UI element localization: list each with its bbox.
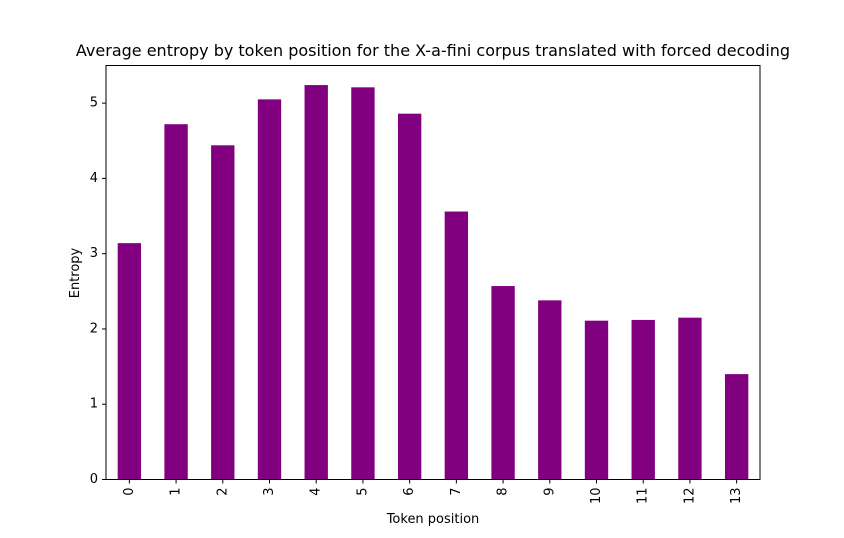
chart-title: Average entropy by token position for th…	[76, 41, 790, 60]
bar-10	[584, 320, 609, 480]
y-tick-label: 5	[90, 96, 98, 111]
bar-7	[444, 211, 469, 480]
plot-frame	[105, 65, 761, 480]
x-tick-label: 11	[636, 488, 651, 505]
y-tick-label: 4	[90, 171, 98, 186]
y-axis-label: Entropy	[68, 247, 83, 298]
x-tick-label: 4	[309, 488, 324, 496]
x-tick-label: 7	[449, 488, 464, 496]
bars-group	[117, 85, 749, 480]
bar-1	[164, 124, 188, 480]
x-tick-label: 13	[729, 488, 744, 505]
x-tick-label: 3	[262, 488, 277, 496]
bar-11	[631, 319, 655, 480]
bar-8	[491, 286, 515, 480]
bar-2	[211, 145, 235, 480]
x-tick-label: 1	[169, 488, 184, 496]
x-tick-label: 9	[542, 488, 557, 496]
x-tick-label: 5	[355, 488, 370, 496]
bar-12	[678, 317, 702, 480]
bar-6	[397, 113, 422, 480]
y-tick-label: 0	[90, 472, 98, 487]
x-tick-label: 6	[402, 488, 417, 496]
y-tick-label: 3	[90, 246, 98, 261]
x-tick-label: 8	[496, 488, 511, 496]
y-axis-ticks: 0 1 2 3 4 5	[90, 96, 106, 487]
bar-0	[117, 243, 142, 480]
bar-3	[257, 99, 282, 480]
x-tick-label: 10	[589, 488, 604, 505]
y-tick-label: 1	[90, 397, 98, 412]
bar-5	[351, 87, 375, 480]
x-tick-label: 0	[122, 488, 137, 496]
bar-4	[304, 85, 328, 480]
x-tick-label: 2	[215, 488, 230, 496]
y-tick-label: 2	[90, 321, 98, 336]
x-tick-label: 12	[682, 488, 697, 505]
bar-13	[724, 374, 749, 480]
x-axis-label: Token position	[386, 512, 480, 527]
x-axis-ticks: 0 1 2 3 4 5 6 7 8 9 10 11 12 13	[122, 479, 744, 505]
bar-9	[538, 300, 562, 480]
